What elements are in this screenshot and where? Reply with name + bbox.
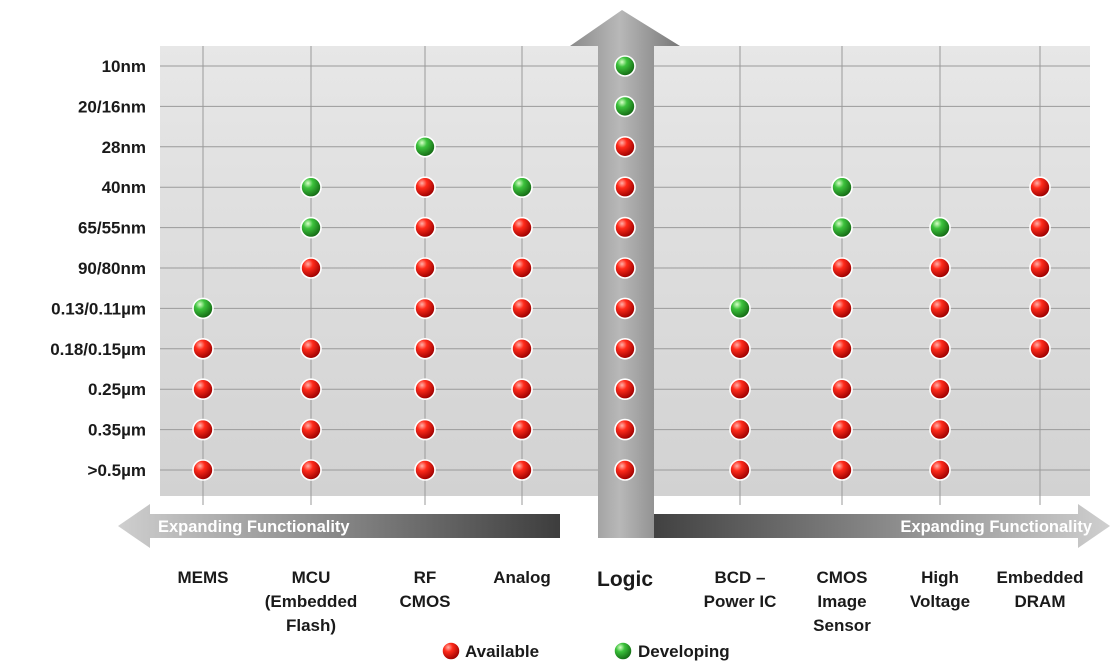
point-developing-cmos-image-sensor-40nm: [831, 176, 853, 198]
point-available-mems-0-25-m: [192, 378, 214, 401]
data-points: [192, 55, 1051, 481]
point-available-logic-40nm: [614, 176, 636, 198]
y-tick-label: 20/16nm: [78, 97, 146, 116]
point-available-high-voltage-0-35-m: [929, 418, 951, 441]
point-available-analog-65-55nm: [511, 216, 533, 239]
point-developing-logic-10nm: [614, 55, 636, 77]
legend-available-label: Available: [465, 642, 539, 661]
y-tick-label: 0.18/0.15µm: [50, 340, 146, 359]
right-arrow-shape: [640, 504, 1110, 548]
point-available-mems-0-35-m: [192, 418, 214, 441]
point-available-rf-cmos-40nm: [414, 176, 436, 198]
point-developing-bcd-power-ic-0-13-0-11-m: [729, 297, 751, 320]
point-available-high-voltage-0-5-m: [929, 459, 951, 481]
legend-developing-label: Developing: [638, 642, 730, 661]
x-category-label-high-voltage: High Voltage: [910, 568, 970, 611]
x-category-label-cmos-image-sensor: CMOS Image Sensor: [813, 568, 871, 635]
point-available-rf-cmos-90-80nm: [414, 257, 436, 279]
point-available-cmos-image-sensor-0-18-0-15-m: [831, 337, 853, 360]
point-available-mcu-embedded-flash-0-18-0-15-m: [300, 337, 322, 360]
point-available-logic-0-13-0-11-m: [614, 297, 636, 320]
x-category-label-embedded-dram: Embedded DRAM: [997, 568, 1084, 611]
left-arrow-shape: [118, 504, 560, 548]
y-tick-label: 0.35µm: [88, 421, 146, 440]
x-category-label-rf-cmos: RF CMOS: [400, 568, 451, 611]
x-category-labels: MEMS MCU (Embedded Flash) RF CMOS Analog Logic B…: [178, 568, 1084, 635]
point-available-high-voltage-0-13-0-11-m: [929, 297, 951, 320]
arrow-label-right: Expanding Functionality: [900, 518, 1092, 536]
point-available-high-voltage-0-18-0-15-m: [929, 337, 951, 360]
point-available-embedded-dram-65-55nm: [1029, 216, 1051, 239]
legend: Available Developing: [441, 641, 730, 661]
arrow-label-left: Expanding Functionality: [158, 518, 350, 536]
point-available-logic-65-55nm: [614, 216, 636, 239]
point-available-analog-90-80nm: [511, 257, 533, 279]
x-category-label-bcd-power-ic: BCD – Power IC: [704, 568, 777, 611]
point-available-cmos-image-sensor-0-5-m: [831, 459, 853, 481]
point-available-high-voltage-90-80nm: [929, 257, 951, 279]
y-tick-label: 90/80nm: [78, 259, 146, 278]
point-available-logic-28nm: [614, 136, 636, 158]
y-tick-label: 65/55nm: [78, 219, 146, 238]
legend-available-marker: [441, 641, 461, 661]
point-available-cmos-image-sensor-0-25-m: [831, 378, 853, 401]
legend-developing-marker: [613, 641, 633, 661]
point-available-rf-cmos-0-35-m: [414, 418, 436, 441]
point-available-cmos-image-sensor-90-80nm: [831, 257, 853, 279]
point-available-high-voltage-0-25-m: [929, 378, 951, 401]
horizontal-arrow: [118, 504, 1110, 548]
point-available-logic-0-25-m: [614, 378, 636, 401]
point-available-analog-0-35-m: [511, 418, 533, 441]
point-available-logic-0-18-0-15-m: [614, 337, 636, 360]
point-available-mcu-embedded-flash-0-35-m: [300, 418, 322, 441]
point-available-embedded-dram-40nm: [1029, 176, 1051, 198]
point-available-mems-0-18-0-15-m: [192, 337, 214, 360]
point-available-cmos-image-sensor-0-35-m: [831, 418, 853, 441]
point-available-bcd-power-ic-0-5-m: [729, 459, 751, 481]
point-developing-rf-cmos-28nm: [414, 136, 436, 158]
point-available-logic-0-5-m: [614, 459, 636, 481]
x-category-label-logic: Logic: [597, 568, 653, 591]
point-available-mcu-embedded-flash-0-25-m: [300, 378, 322, 401]
point-available-embedded-dram-90-80nm: [1029, 257, 1051, 279]
point-available-analog-0-25-m: [511, 378, 533, 401]
point-available-embedded-dram-0-13-0-11-m: [1029, 297, 1051, 320]
y-tick-labels: 10nm 20/16nm 28nm 40nm 65/55nm 90/80nm 0.13/0.…: [50, 57, 146, 480]
point-available-mcu-embedded-flash-90-80nm: [300, 257, 322, 279]
point-available-embedded-dram-0-18-0-15-m: [1029, 337, 1051, 360]
y-tick-label: 10nm: [102, 57, 146, 76]
y-tick-label: >0.5µm: [88, 461, 146, 480]
point-available-bcd-power-ic-0-25-m: [729, 378, 751, 401]
point-available-rf-cmos-0-5-m: [414, 459, 436, 481]
y-tick-label: 28nm: [102, 138, 146, 157]
point-available-rf-cmos-0-25-m: [414, 378, 436, 401]
point-developing-mcu-embedded-flash-40nm: [300, 176, 322, 198]
point-available-mems-0-5-m: [192, 459, 214, 481]
point-available-rf-cmos-65-55nm: [414, 216, 436, 239]
point-available-cmos-image-sensor-0-13-0-11-m: [831, 297, 853, 320]
point-available-rf-cmos-0-18-0-15-m: [414, 337, 436, 360]
point-developing-mcu-embedded-flash-65-55nm: [300, 216, 322, 239]
point-available-bcd-power-ic-0-35-m: [729, 418, 751, 441]
point-developing-logic-20-16nm: [614, 95, 636, 118]
point-developing-high-voltage-65-55nm: [929, 216, 951, 239]
point-available-analog-0-13-0-11-m: [511, 297, 533, 320]
point-available-rf-cmos-0-13-0-11-m: [414, 297, 436, 320]
point-available-mcu-embedded-flash-0-5-m: [300, 459, 322, 481]
point-available-analog-0-18-0-15-m: [511, 337, 533, 360]
point-available-bcd-power-ic-0-18-0-15-m: [729, 337, 751, 360]
y-tick-label: 40nm: [102, 178, 146, 197]
point-available-logic-90-80nm: [614, 257, 636, 279]
point-available-logic-0-35-m: [614, 418, 636, 441]
x-category-label-mcu-embedded-flash: MCU (Embedded Flash): [265, 568, 358, 635]
y-tick-label: 0.13/0.11µm: [51, 299, 146, 318]
y-tick-label: 0.25µm: [88, 380, 146, 399]
point-developing-mems-0-13-0-11-m: [192, 297, 214, 320]
point-available-analog-0-5-m: [511, 459, 533, 481]
x-category-label-analog: Analog: [493, 568, 551, 587]
point-developing-analog-40nm: [511, 176, 533, 198]
x-category-label-mems: MEMS: [178, 568, 229, 587]
point-developing-cmos-image-sensor-65-55nm: [831, 216, 853, 239]
